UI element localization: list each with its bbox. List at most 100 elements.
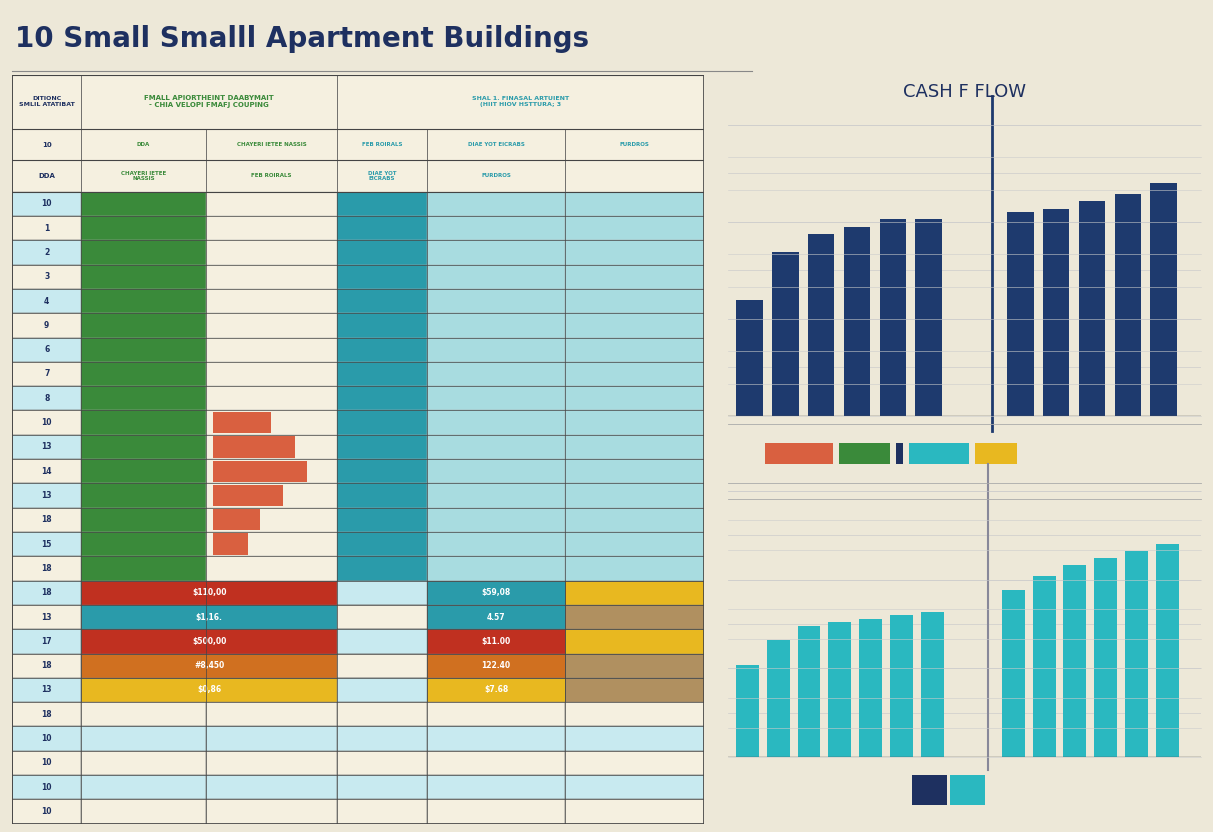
Bar — [736, 665, 759, 757]
Bar — [206, 386, 337, 410]
Bar — [12, 362, 81, 386]
Bar — [427, 581, 565, 605]
Bar — [337, 191, 427, 216]
Bar — [839, 443, 890, 463]
Bar — [206, 289, 337, 313]
Text: 3: 3 — [44, 272, 50, 281]
Bar — [565, 362, 704, 386]
Bar — [12, 129, 81, 161]
Bar — [206, 775, 337, 800]
Bar — [337, 800, 427, 824]
Bar — [12, 702, 81, 726]
Bar — [81, 605, 206, 629]
Bar — [12, 435, 81, 459]
Bar — [427, 581, 565, 605]
Bar — [81, 386, 206, 410]
Bar — [81, 557, 206, 581]
Bar — [12, 750, 81, 775]
Text: FEB ROIRALS: FEB ROIRALS — [251, 173, 291, 179]
Bar — [81, 435, 206, 459]
Bar — [565, 678, 704, 702]
Bar — [950, 775, 985, 805]
Bar — [206, 581, 337, 605]
Bar — [427, 435, 565, 459]
Bar — [764, 443, 832, 463]
Bar — [427, 483, 565, 508]
Bar — [427, 216, 565, 240]
Bar — [565, 410, 704, 435]
Text: 10: 10 — [41, 418, 52, 427]
Text: $0,86: $0,86 — [198, 686, 221, 695]
Bar — [206, 557, 337, 581]
Bar — [206, 605, 337, 629]
Bar — [565, 557, 704, 581]
Bar — [81, 508, 206, 532]
Bar — [912, 775, 947, 805]
Bar — [565, 581, 704, 605]
Text: 1: 1 — [44, 224, 50, 233]
Bar — [206, 653, 337, 678]
Bar — [12, 265, 81, 289]
Text: $1,16.: $1,16. — [195, 612, 223, 622]
Text: $110,00: $110,00 — [192, 588, 227, 597]
Bar — [337, 386, 427, 410]
Bar — [12, 386, 81, 410]
Bar — [910, 443, 968, 463]
Text: 13: 13 — [41, 686, 52, 695]
Bar — [1150, 183, 1177, 416]
Bar — [206, 240, 337, 265]
Bar — [565, 605, 704, 629]
Bar — [427, 605, 565, 629]
Bar — [565, 800, 704, 824]
Bar — [427, 265, 565, 289]
Bar — [12, 483, 81, 508]
Bar — [1032, 576, 1055, 757]
Bar — [81, 629, 206, 653]
Bar — [206, 191, 337, 216]
Bar — [337, 702, 427, 726]
Bar — [890, 615, 913, 757]
Bar — [206, 313, 337, 338]
Bar — [206, 678, 337, 702]
Bar — [81, 216, 206, 240]
Bar — [81, 313, 206, 338]
Bar — [81, 581, 337, 605]
Text: 18: 18 — [41, 588, 52, 597]
Bar — [81, 289, 206, 313]
Text: 13: 13 — [41, 443, 52, 452]
Bar — [879, 220, 906, 416]
Bar — [767, 640, 790, 757]
Bar — [12, 240, 81, 265]
Bar — [427, 605, 565, 629]
Bar — [337, 216, 427, 240]
Bar — [916, 220, 941, 416]
Text: DIAE YOT
EICRABS: DIAE YOT EICRABS — [368, 171, 397, 181]
Text: 14: 14 — [41, 467, 52, 476]
Bar — [337, 605, 427, 629]
Text: FURDROS: FURDROS — [620, 142, 649, 147]
Bar — [206, 338, 337, 362]
Bar — [337, 557, 427, 581]
Text: 10: 10 — [41, 759, 52, 767]
Bar — [12, 726, 81, 750]
Bar — [206, 362, 337, 386]
Bar — [12, 775, 81, 800]
Text: FMALL APIORTHEINT DAABYMAIT
- CHIA VELOPI FMAFJ COUPING: FMALL APIORTHEINT DAABYMAIT - CHIA VELOP… — [144, 96, 274, 108]
Bar — [337, 653, 427, 678]
Bar — [81, 775, 206, 800]
Bar — [337, 726, 427, 750]
Bar — [81, 240, 206, 265]
Bar — [427, 557, 565, 581]
Text: $59,08: $59,08 — [482, 588, 511, 597]
Bar — [565, 459, 704, 483]
Text: 4: 4 — [44, 296, 50, 305]
Text: 6: 6 — [44, 345, 50, 354]
Text: 10 Small Smalll Apartment Buildings: 10 Small Smalll Apartment Buildings — [15, 25, 588, 53]
Text: SHAL 1. FINASAL ARTUIENT
(HIIT HIOV HSTTURA; 3: SHAL 1. FINASAL ARTUIENT (HIIT HIOV HSTT… — [472, 97, 569, 107]
Bar — [206, 161, 337, 191]
Bar — [427, 678, 565, 702]
Bar — [427, 750, 565, 775]
Text: FEB ROIRALS: FEB ROIRALS — [361, 142, 403, 147]
Bar — [81, 750, 206, 775]
Text: FURDROS: FURDROS — [482, 173, 511, 179]
